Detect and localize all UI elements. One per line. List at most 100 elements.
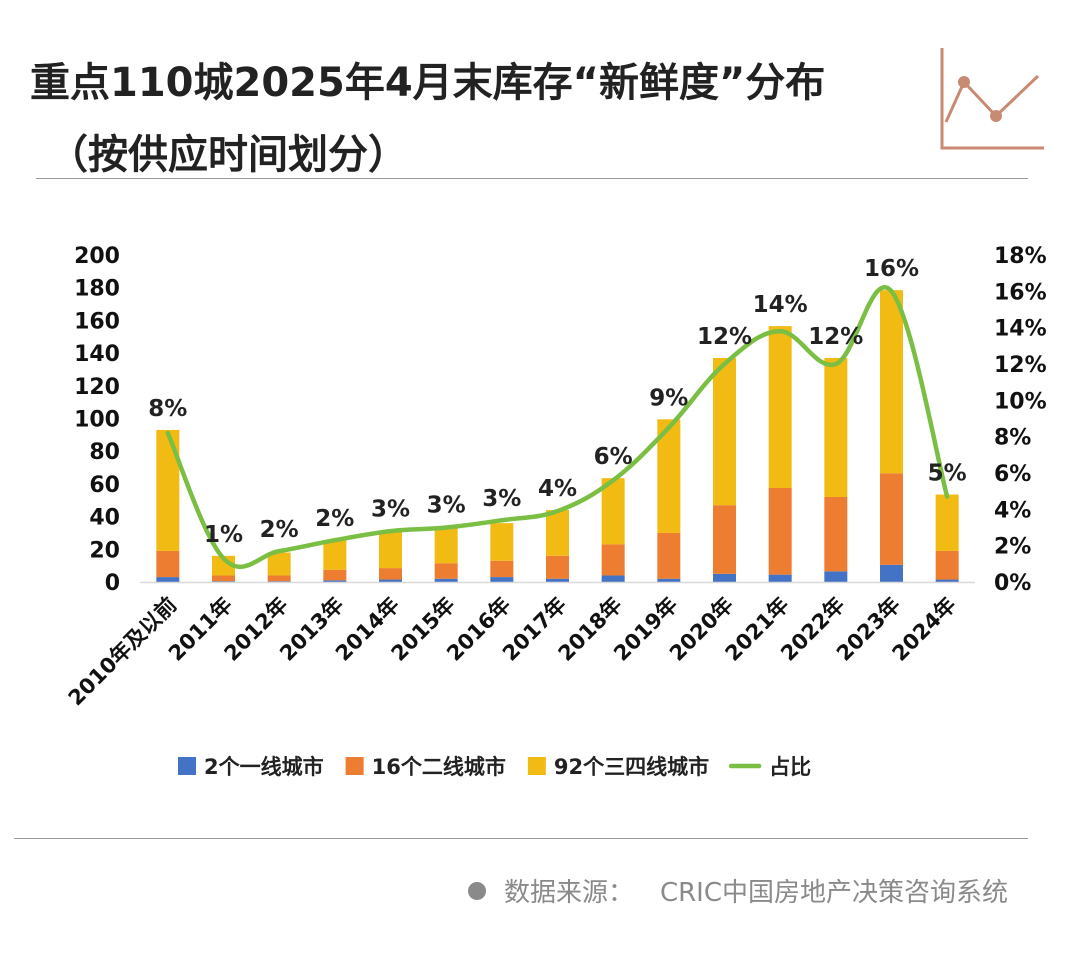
- bar-tier1: [713, 573, 736, 582]
- y-right-tick-label: 12%: [994, 353, 1047, 378]
- page-title: 重点110城2025年4月末库存“新鲜度”分布: [30, 60, 826, 106]
- share-value-label: 12%: [697, 324, 752, 350]
- bar-tier2: [267, 575, 291, 582]
- page-subtitle: （按供应时间划分）: [48, 132, 408, 178]
- share-line: [165, 285, 950, 569]
- y-left-tick-label: 80: [89, 440, 120, 465]
- line-chart-icon: [940, 48, 1044, 150]
- y-left-tick-label: 180: [74, 277, 120, 302]
- bar-tier2: [880, 473, 903, 565]
- bar-tier1: [657, 578, 681, 582]
- source-note: 数据来源： CRIC中国房地产决策咨询系统: [467, 872, 1008, 909]
- bullet-dot-icon: [467, 881, 486, 900]
- share-value-label: 3%: [371, 496, 410, 522]
- share-value-label: 8%: [148, 396, 187, 422]
- y-left-tick-label: 60: [89, 473, 120, 498]
- bar-tier34: [824, 358, 848, 497]
- y-left-tick-label: 40: [89, 506, 120, 531]
- y-right-tick-label: 8%: [994, 426, 1031, 451]
- stacked-bars: [156, 290, 959, 582]
- y-right-tick-label: 14%: [994, 317, 1047, 342]
- bar-tier2: [490, 560, 514, 578]
- bar-tier2: [657, 532, 681, 579]
- share-value-label: 6%: [594, 444, 633, 470]
- share-value-label: 2%: [260, 517, 299, 543]
- bar-tier1: [323, 580, 347, 582]
- y-right-tick-label: 18%: [994, 244, 1047, 269]
- bar-tier2: [156, 550, 180, 578]
- y-right-tick-label: 10%: [994, 389, 1047, 414]
- bar-tier34: [267, 552, 291, 576]
- bar-tier34: [434, 526, 458, 564]
- bar-tier34: [156, 429, 180, 551]
- bar-tier34: [490, 523, 514, 561]
- y-left-tick-label: 160: [74, 309, 120, 334]
- bar-tier1: [601, 575, 625, 582]
- bar-tier1: [434, 578, 458, 582]
- share-value-label: 4%: [538, 476, 577, 502]
- y-left-tick-label: 200: [74, 244, 120, 269]
- bar-tier34: [657, 419, 681, 533]
- share-value-label: 2%: [315, 506, 354, 532]
- legend-label: 2个一线城市: [204, 755, 324, 779]
- inventory-freshness-chart: 0 20 40 60 80 100 120 140 160 180 200 0% 2% 4% 6% 8% 10…: [64, 244, 1047, 779]
- share-value-label: 3%: [482, 486, 521, 512]
- bar-tier34: [601, 478, 625, 545]
- bar-tier34: [546, 510, 569, 556]
- y-right-tick-label: 0%: [994, 571, 1031, 596]
- bar-tier2: [824, 496, 848, 572]
- legend-label: 16个二线城市: [372, 755, 506, 779]
- bar-tier2: [601, 544, 625, 576]
- share-value-label: 16%: [864, 256, 919, 282]
- bar-tier34: [768, 326, 792, 488]
- share-value-label: 5%: [928, 461, 967, 487]
- bar-tier34: [935, 494, 959, 551]
- y-left-tick-label: 0: [105, 571, 120, 596]
- source-label: 数据来源：: [503, 878, 634, 908]
- bar-tier1: [824, 571, 848, 582]
- bar-tier34: [713, 358, 736, 506]
- bar-tier34: [880, 290, 903, 474]
- y-axis-left: 0 20 40 60 80 100 120 140 160 180 200: [74, 244, 120, 596]
- y-right-tick-label: 2%: [994, 535, 1031, 560]
- share-value-label: 1%: [204, 522, 243, 548]
- bar-tier2: [434, 563, 458, 579]
- share-value-label: 12%: [808, 324, 863, 350]
- bar-tier2: [379, 568, 402, 580]
- bar-tier1: [379, 579, 402, 582]
- y-right-tick-label: 6%: [994, 462, 1031, 487]
- y-left-tick-label: 120: [74, 375, 120, 400]
- legend-label: 92个三四线城市: [554, 755, 709, 779]
- bar-tier34: [323, 540, 347, 570]
- bar-tier2: [546, 555, 569, 579]
- share-value-label: 9%: [649, 385, 688, 411]
- legend-swatch: [178, 757, 196, 775]
- source-value: CRIC中国房地产决策咨询系统: [659, 878, 1008, 908]
- y-right-tick-label: 4%: [994, 498, 1031, 523]
- bar-tier1: [212, 581, 235, 582]
- x-tick-label: 2010年及以前: [64, 593, 182, 711]
- bar-tier34: [379, 530, 402, 569]
- header-divider: [36, 178, 1028, 179]
- x-axis: 2010年及以前2011年2012年2013年2014年2015年2016年20…: [64, 593, 961, 711]
- legend: 2个一线城市 16个二线城市 92个三四线城市 占比: [178, 755, 811, 779]
- bar-tier1: [935, 579, 959, 582]
- bar-tier1: [156, 577, 180, 582]
- legend-label: 占比: [769, 755, 811, 779]
- bar-tier2: [323, 569, 347, 581]
- share-point-labels: 8% 1% 2% 2% 3% 3% 3% 4% 6% 9% 12%14%12% 16% 5%: [148, 256, 966, 548]
- legend-swatch: [345, 757, 364, 775]
- bar-tier1: [880, 564, 903, 582]
- footer-divider: [14, 838, 1028, 839]
- share-value-label: 14%: [753, 292, 808, 318]
- bar-tier1: [267, 581, 291, 582]
- legend-swatch: [527, 757, 546, 775]
- bar-tier2: [768, 487, 792, 575]
- y-left-tick-label: 20: [89, 538, 120, 563]
- bar-tier2: [713, 505, 736, 574]
- y-left-tick-label: 140: [74, 342, 120, 367]
- share-value-label: 3%: [427, 492, 466, 518]
- bar-tier1: [768, 574, 792, 582]
- y-right-tick-label: 16%: [994, 280, 1047, 305]
- bar-tier1: [546, 578, 569, 582]
